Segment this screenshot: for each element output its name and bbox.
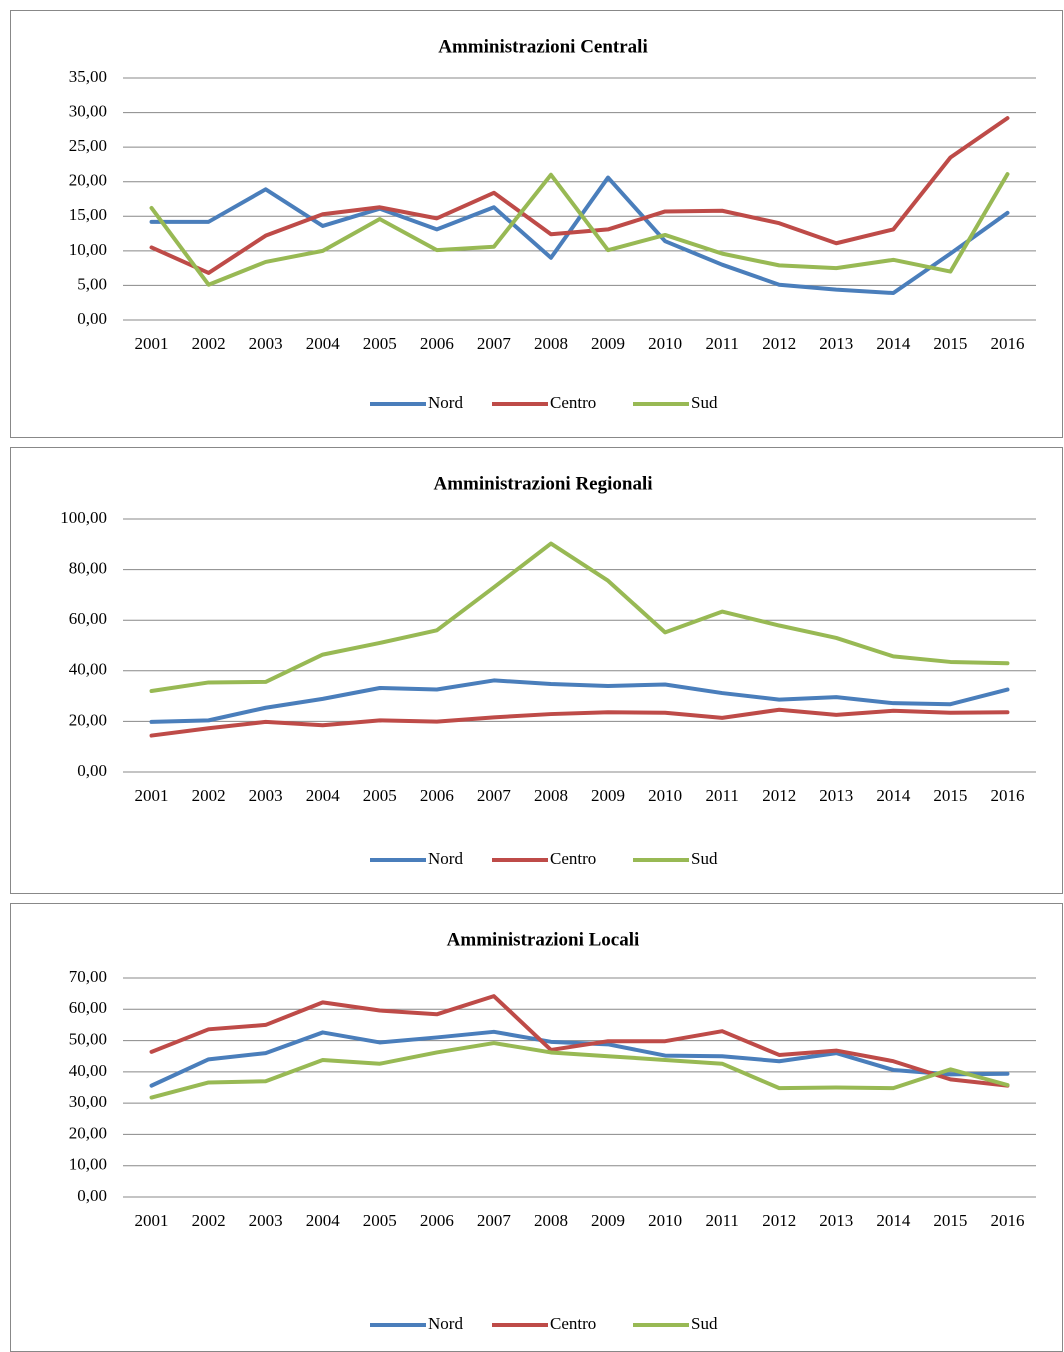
x-tick-label: 2011 bbox=[705, 786, 738, 805]
x-tick-label: 2013 bbox=[819, 786, 853, 805]
y-tick-label: 0,00 bbox=[77, 1186, 107, 1205]
y-tick-label: 15,00 bbox=[69, 205, 107, 224]
x-tick-label: 2002 bbox=[192, 786, 226, 805]
legend-label: Nord bbox=[428, 1314, 463, 1333]
legend-label: Centro bbox=[550, 1314, 596, 1333]
x-tick-label: 2006 bbox=[420, 334, 454, 353]
chart-frame bbox=[10, 447, 1063, 894]
x-tick-label: 2005 bbox=[363, 1211, 397, 1230]
series-line bbox=[149, 116, 1010, 275]
x-tick-label: 2007 bbox=[477, 1211, 512, 1230]
x-tick-label: 2007 bbox=[477, 334, 512, 353]
y-tick-label: 25,00 bbox=[69, 136, 107, 155]
x-tick-label: 2012 bbox=[762, 334, 796, 353]
chart-title: Amministrazioni Centrali bbox=[438, 36, 648, 57]
y-tick-label: 70,00 bbox=[69, 967, 107, 986]
y-tick-label: 30,00 bbox=[69, 1092, 107, 1111]
x-tick-label: 2006 bbox=[420, 786, 454, 805]
y-tick-label: 40,00 bbox=[69, 1061, 107, 1080]
x-tick-label: 2015 bbox=[933, 334, 967, 353]
x-tick-label: 2011 bbox=[705, 334, 738, 353]
x-tick-label: 2003 bbox=[249, 334, 283, 353]
x-tick-label: 2006 bbox=[420, 1211, 454, 1230]
series-line bbox=[149, 707, 1010, 738]
chart-title: Amministrazioni Regionali bbox=[433, 473, 652, 494]
chart-frame bbox=[10, 10, 1063, 438]
x-tick-label: 2010 bbox=[648, 334, 682, 353]
x-tick-label: 2004 bbox=[306, 786, 341, 805]
x-tick-label: 2013 bbox=[819, 334, 853, 353]
y-tick-label: 60,00 bbox=[69, 998, 107, 1017]
x-tick-label: 2014 bbox=[876, 334, 911, 353]
x-tick-label: 2001 bbox=[135, 786, 169, 805]
x-tick-label: 2016 bbox=[990, 1211, 1024, 1230]
series-line bbox=[149, 994, 1010, 1088]
x-tick-label: 2010 bbox=[648, 786, 682, 805]
x-tick-label: 2009 bbox=[591, 786, 625, 805]
legend-label: Sud bbox=[691, 393, 718, 412]
x-tick-label: 2004 bbox=[306, 1211, 341, 1230]
y-tick-label: 20,00 bbox=[69, 1123, 107, 1142]
x-tick-label: 2008 bbox=[534, 786, 568, 805]
legend-label: Centro bbox=[550, 849, 596, 868]
legend-label: Sud bbox=[691, 849, 718, 868]
x-tick-label: 2007 bbox=[477, 786, 512, 805]
legend-label: Nord bbox=[428, 393, 463, 412]
y-tick-label: 0,00 bbox=[77, 761, 107, 780]
x-tick-label: 2012 bbox=[762, 786, 796, 805]
x-tick-label: 2012 bbox=[762, 1211, 796, 1230]
y-tick-label: 40,00 bbox=[69, 660, 107, 679]
x-tick-label: 2003 bbox=[249, 786, 283, 805]
x-tick-label: 2009 bbox=[591, 334, 625, 353]
x-tick-label: 2016 bbox=[990, 786, 1024, 805]
series-line bbox=[149, 541, 1010, 694]
x-tick-label: 2008 bbox=[534, 1211, 568, 1230]
x-tick-label: 2005 bbox=[363, 786, 397, 805]
y-tick-label: 30,00 bbox=[69, 101, 107, 120]
legend-label: Centro bbox=[550, 393, 596, 412]
legend-label: Nord bbox=[428, 849, 463, 868]
y-tick-label: 20,00 bbox=[69, 171, 107, 190]
x-tick-label: 2016 bbox=[990, 334, 1024, 353]
y-tick-label: 60,00 bbox=[69, 609, 107, 628]
x-tick-label: 2001 bbox=[135, 1211, 169, 1230]
y-tick-label: 35,00 bbox=[69, 67, 107, 86]
chart-frame bbox=[10, 903, 1063, 1352]
y-tick-label: 80,00 bbox=[69, 559, 107, 578]
x-tick-label: 2003 bbox=[249, 1211, 283, 1230]
chart-title: Amministrazioni Locali bbox=[447, 929, 640, 950]
x-tick-label: 2013 bbox=[819, 1211, 853, 1230]
series-line bbox=[149, 678, 1010, 724]
x-tick-label: 2002 bbox=[192, 1211, 226, 1230]
x-tick-label: 2004 bbox=[306, 334, 341, 353]
series-line bbox=[149, 1029, 1010, 1088]
y-tick-label: 20,00 bbox=[69, 710, 107, 729]
legend-label: Sud bbox=[691, 1314, 718, 1333]
x-tick-label: 2008 bbox=[534, 334, 568, 353]
y-tick-label: 50,00 bbox=[69, 1029, 107, 1048]
y-tick-label: 10,00 bbox=[69, 240, 107, 259]
x-tick-label: 2002 bbox=[192, 334, 226, 353]
x-tick-label: 2014 bbox=[876, 1211, 911, 1230]
series-line bbox=[149, 1041, 1010, 1100]
y-tick-label: 10,00 bbox=[69, 1155, 107, 1174]
x-tick-label: 2014 bbox=[876, 786, 911, 805]
x-tick-label: 2011 bbox=[705, 1211, 738, 1230]
x-tick-label: 2005 bbox=[363, 334, 397, 353]
x-tick-label: 2001 bbox=[135, 334, 169, 353]
x-tick-label: 2015 bbox=[933, 786, 967, 805]
x-tick-label: 2015 bbox=[933, 1211, 967, 1230]
y-tick-label: 0,00 bbox=[77, 309, 107, 328]
series-line bbox=[149, 172, 1010, 287]
x-tick-label: 2010 bbox=[648, 1211, 682, 1230]
x-tick-label: 2009 bbox=[591, 1211, 625, 1230]
y-tick-label: 100,00 bbox=[60, 508, 107, 527]
series-line bbox=[149, 175, 1010, 296]
y-tick-label: 5,00 bbox=[77, 274, 107, 293]
